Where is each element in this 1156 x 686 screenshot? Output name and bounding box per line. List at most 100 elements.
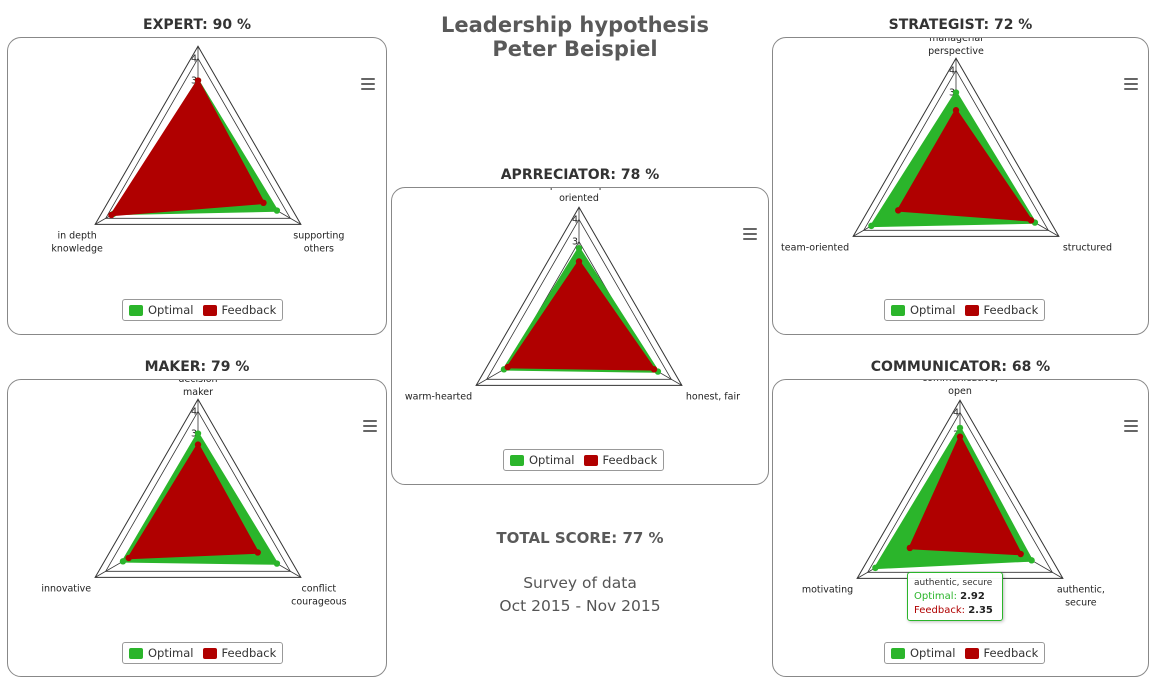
data-point-feedback <box>504 363 511 371</box>
feedback-swatch <box>202 304 217 316</box>
tooltip-feedback-label: Feedback: <box>914 605 965 616</box>
tick-label: 4 <box>953 407 959 418</box>
tick-label: 3 <box>191 429 197 440</box>
axis-label: courageous <box>291 596 346 607</box>
axis-label: honest, fair <box>686 391 740 402</box>
legend-label-optimal: Optimal <box>910 303 956 317</box>
data-point-feedback <box>1027 217 1035 224</box>
chart-title-appreciator: APRRECIATOR: 78 % <box>500 167 660 183</box>
page-title-line2: Peter Beispiel <box>492 37 658 61</box>
chart-menu-icon[interactable] <box>743 228 757 240</box>
legend-item-feedback[interactable]: Feedback <box>964 303 1039 317</box>
axis-label: warm-hearted <box>405 391 472 402</box>
chart-panel-maker: 01234strongdecisionmakerconflictcourageo… <box>7 379 387 677</box>
series-area-feedback <box>896 109 1033 222</box>
series-area-feedback <box>110 79 265 217</box>
optimal-swatch <box>891 647 905 659</box>
data-point-optimal <box>952 89 960 96</box>
grid-ring <box>94 45 302 225</box>
grid-ring <box>475 206 683 386</box>
legend-label-feedback: Feedback <box>983 303 1039 317</box>
axis-label: team-oriented <box>781 242 849 253</box>
legend-label-feedback: Feedback <box>221 303 277 317</box>
legend-item-feedback[interactable]: Feedback <box>583 453 658 467</box>
grid-ring <box>852 57 1060 237</box>
legend-item-feedback[interactable]: Feedback <box>202 303 277 317</box>
axis-label: others <box>304 243 334 254</box>
chart-panel-strategist: 01234widemanagerialperspectivestructured… <box>772 37 1149 335</box>
legend-item-optimal[interactable]: Optimal <box>129 646 194 660</box>
chart-legend: Optimal Feedback <box>884 299 1046 321</box>
data-point-feedback <box>894 207 902 214</box>
tick-label: 3 <box>572 237 578 248</box>
data-point-optimal <box>194 430 202 437</box>
grid-ring <box>94 398 302 578</box>
axis-label: knowledge <box>51 243 103 254</box>
legend-item-feedback[interactable]: Feedback <box>202 646 277 660</box>
chart-menu-icon[interactable] <box>363 420 377 432</box>
data-point-optimal <box>273 560 281 567</box>
data-point-feedback <box>194 77 202 84</box>
axis-label: open <box>948 386 972 397</box>
data-point-optimal <box>872 564 879 572</box>
legend-item-optimal[interactable]: Optimal <box>510 453 575 467</box>
data-point-feedback <box>650 366 658 373</box>
axis-label: supporting <box>293 230 344 241</box>
chart-title-expert: EXPERT: 90 % <box>143 17 251 33</box>
axis-label: authentic, <box>1057 584 1105 595</box>
chart-tooltip: authentic, secure Optimal: 2.92 Feedback… <box>907 572 1003 621</box>
tick-label: 4 <box>949 65 955 76</box>
legend-item-optimal[interactable]: Optimal <box>891 646 956 660</box>
chart-title-communicator: COMMUNICATOR: 68 % <box>870 359 1051 375</box>
legend-label-feedback: Feedback <box>602 453 658 467</box>
axis-label: secure <box>1065 597 1097 608</box>
data-point-feedback <box>125 554 132 562</box>
data-point-feedback <box>1017 550 1024 558</box>
legend-item-feedback[interactable]: Feedback <box>964 646 1038 660</box>
chart-legend: Optimal Feedback <box>122 642 284 664</box>
chart-menu-icon[interactable] <box>1124 420 1138 432</box>
data-point-feedback <box>254 549 261 556</box>
chart-title-maker: MAKER: 79 % <box>144 359 250 375</box>
axis-label: partnership- <box>550 188 608 191</box>
chart-menu-icon[interactable] <box>1124 78 1138 90</box>
chart-panel-expert: 01234clearsupportingothersin depthknowle… <box>7 37 387 335</box>
legend-label-optimal: Optimal <box>529 453 575 467</box>
optimal-swatch <box>891 304 905 316</box>
data-point-feedback <box>260 199 267 207</box>
optimal-swatch <box>129 304 143 316</box>
axis-label: decision <box>178 380 217 385</box>
chart-menu-icon[interactable] <box>361 78 375 90</box>
series-area-feedback <box>127 443 259 560</box>
data-point-optimal <box>273 207 281 214</box>
feedback-swatch <box>202 647 217 659</box>
feedback-swatch <box>583 454 598 466</box>
legend-item-optimal[interactable]: Optimal <box>891 303 956 317</box>
feedback-swatch <box>964 304 979 316</box>
chart-title-strategist: STRATEGIST: 72 % <box>888 17 1033 33</box>
chart-legend: Optimal Feedback <box>122 299 284 321</box>
grid-ring <box>862 69 1050 231</box>
legend-label-optimal: Optimal <box>148 303 194 317</box>
data-point-feedback <box>108 211 115 219</box>
axis-label: perspective <box>928 46 984 57</box>
axis-label: conflict <box>302 583 337 594</box>
axis-label: managerial <box>929 38 983 44</box>
tooltip-feedback-row: Feedback: 2.35 <box>914 604 996 618</box>
data-point-feedback <box>194 441 202 448</box>
legend-label-optimal: Optimal <box>148 646 194 660</box>
feedback-swatch <box>964 647 979 659</box>
tick-label: 3 <box>191 76 197 87</box>
data-point-feedback <box>952 107 960 114</box>
legend-item-optimal[interactable]: Optimal <box>129 303 194 317</box>
data-point-optimal <box>119 558 127 565</box>
tooltip-feedback-value: 2.35 <box>968 605 993 616</box>
axis-label: communicative, <box>922 380 998 384</box>
chart-panel-communicator: 01234communicative,openauthentic,securem… <box>772 379 1149 677</box>
chart-legend: Optimal Feedback <box>884 642 1046 664</box>
axis-label: maker <box>183 387 213 398</box>
legend-label-feedback: Feedback <box>221 646 277 660</box>
optimal-swatch <box>510 454 524 466</box>
